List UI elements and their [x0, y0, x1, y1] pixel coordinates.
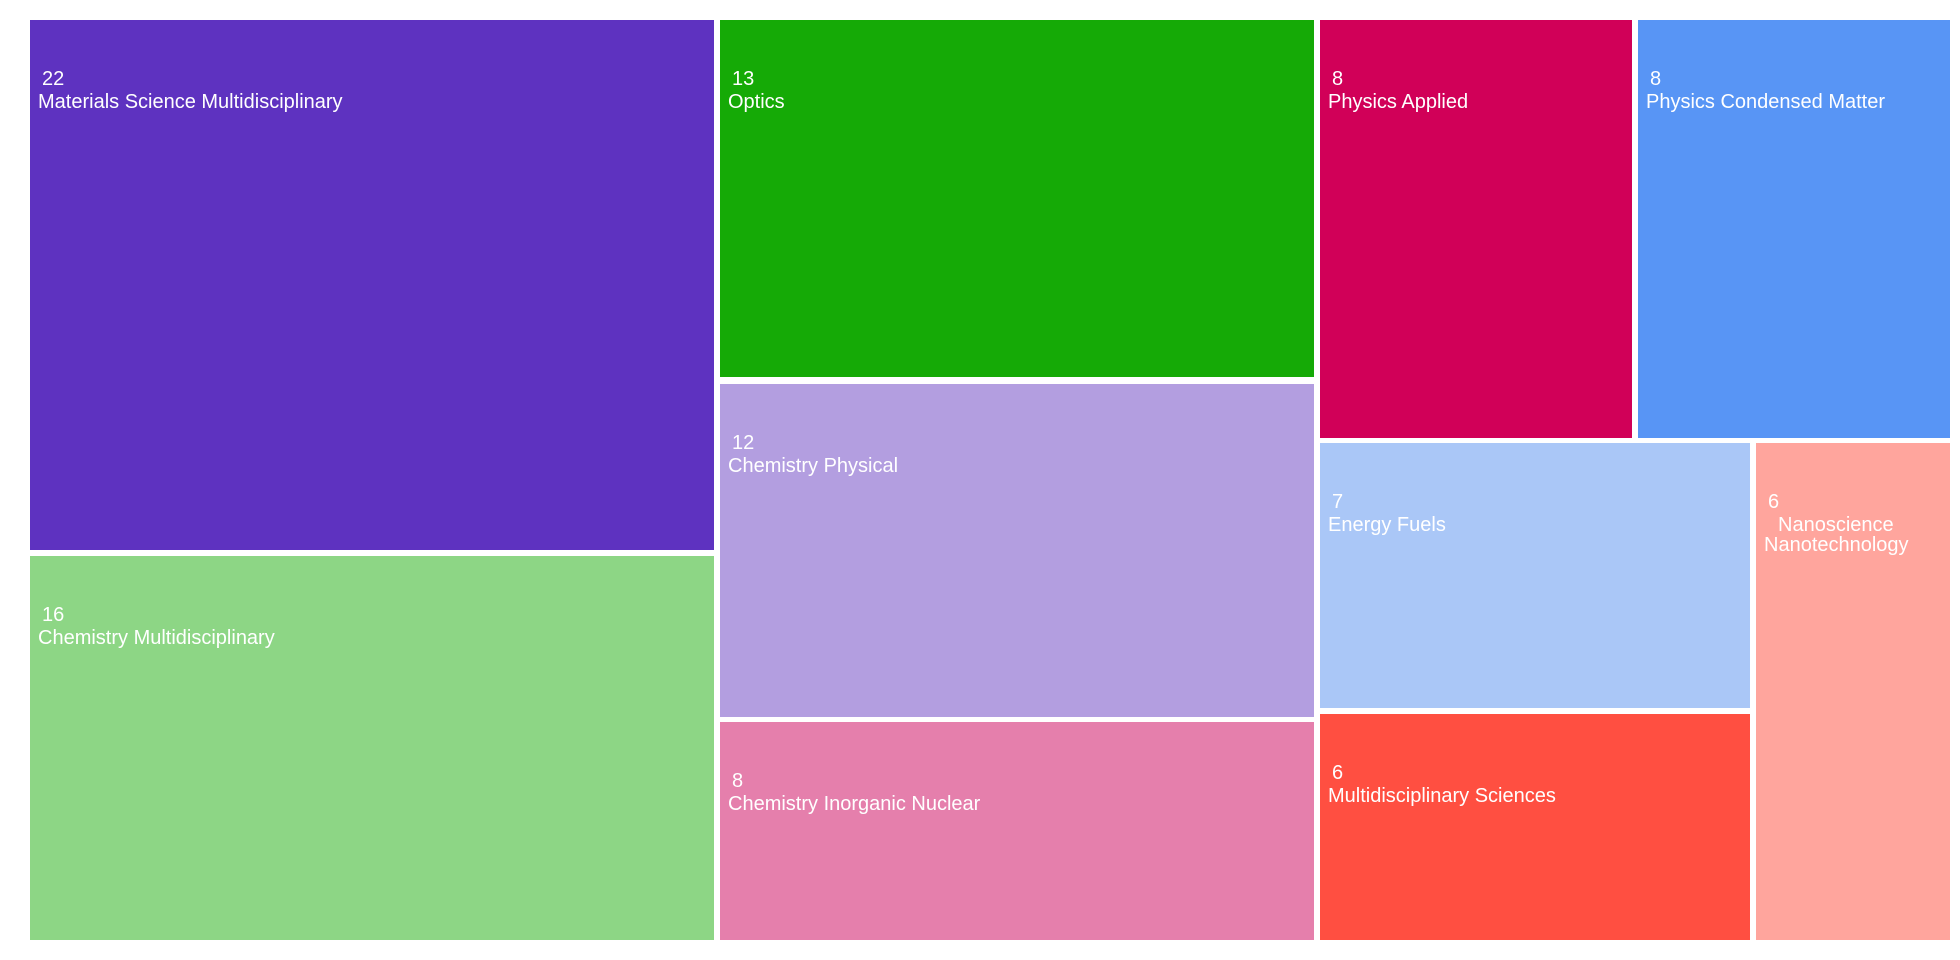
tile-value-chemistry-physical: 12 [732, 432, 754, 454]
tile-rect-physics-condensed-matter[interactable] [1638, 20, 1950, 438]
tile-label-line: Energy Fuels [1328, 514, 1446, 536]
tile-label-energy-fuels: Energy Fuels [1328, 514, 1446, 536]
tile-rect-physics-applied[interactable] [1320, 20, 1632, 438]
tile-rect-multidisciplinary-sciences[interactable] [1320, 714, 1750, 940]
tile-label-line: Chemistry Multidisciplinary [38, 627, 275, 649]
tile-label-optics: Optics [728, 91, 785, 113]
tile-rect-energy-fuels[interactable] [1320, 443, 1750, 708]
tile-value-nanoscience-nanotechnology: 6 [1768, 491, 1779, 513]
tile-value-chemistry-inorganic-nuclear: 8 [732, 770, 743, 792]
tile-label-line: Multidisciplinary Sciences [1328, 785, 1556, 807]
tile-rect-chemistry-inorganic-nuclear[interactable] [720, 722, 1314, 940]
tile-value-materials-science-multidisciplinary: 22 [42, 68, 64, 90]
tile-label-line: Nanoscience [1778, 514, 1894, 536]
tile-rect-optics[interactable] [720, 20, 1314, 377]
tile-label-chemistry-physical: Chemistry Physical [728, 455, 898, 477]
tile-label-materials-science-multidisciplinary: Materials Science Multidisciplinary [38, 91, 343, 113]
tile-value-physics-condensed-matter: 8 [1650, 68, 1661, 90]
tile-rect-chemistry-physical[interactable] [720, 384, 1314, 717]
tile-label-line: Chemistry Physical [728, 455, 898, 477]
tile-label-line: Optics [728, 91, 785, 113]
tile-label-physics-condensed-matter: Physics Condensed Matter [1646, 91, 1885, 113]
tile-label-chemistry-multidisciplinary: Chemistry Multidisciplinary [38, 627, 275, 649]
tile-label-line: Physics Applied [1328, 91, 1468, 113]
tile-rect-nanoscience-nanotechnology[interactable] [1756, 443, 1950, 940]
tile-label-chemistry-inorganic-nuclear: Chemistry Inorganic Nuclear [728, 793, 981, 815]
tile-label-multidisciplinary-sciences: Multidisciplinary Sciences [1328, 785, 1556, 807]
tile-value-multidisciplinary-sciences: 6 [1332, 762, 1343, 784]
tile-label-nanoscience-nanotechnology: Nanoscience Nanotechnology [1764, 514, 1909, 556]
tile-label-line: Chemistry Inorganic Nuclear [728, 793, 981, 815]
tile-value-chemistry-multidisciplinary: 16 [42, 604, 64, 626]
tile-value-physics-applied: 8 [1332, 68, 1343, 90]
tile-value-optics: 13 [732, 68, 754, 90]
tile-value-energy-fuels: 7 [1332, 491, 1343, 513]
tile-label-line: Physics Condensed Matter [1646, 91, 1885, 113]
tile-label-line: Nanotechnology [1764, 534, 1909, 556]
tile-label-physics-applied: Physics Applied [1328, 91, 1468, 113]
tile-label-line: Materials Science Multidisciplinary [38, 91, 343, 113]
tile-rect-chemistry-multidisciplinary[interactable] [30, 556, 714, 940]
tile-rect-materials-science-multidisciplinary[interactable] [30, 20, 714, 550]
